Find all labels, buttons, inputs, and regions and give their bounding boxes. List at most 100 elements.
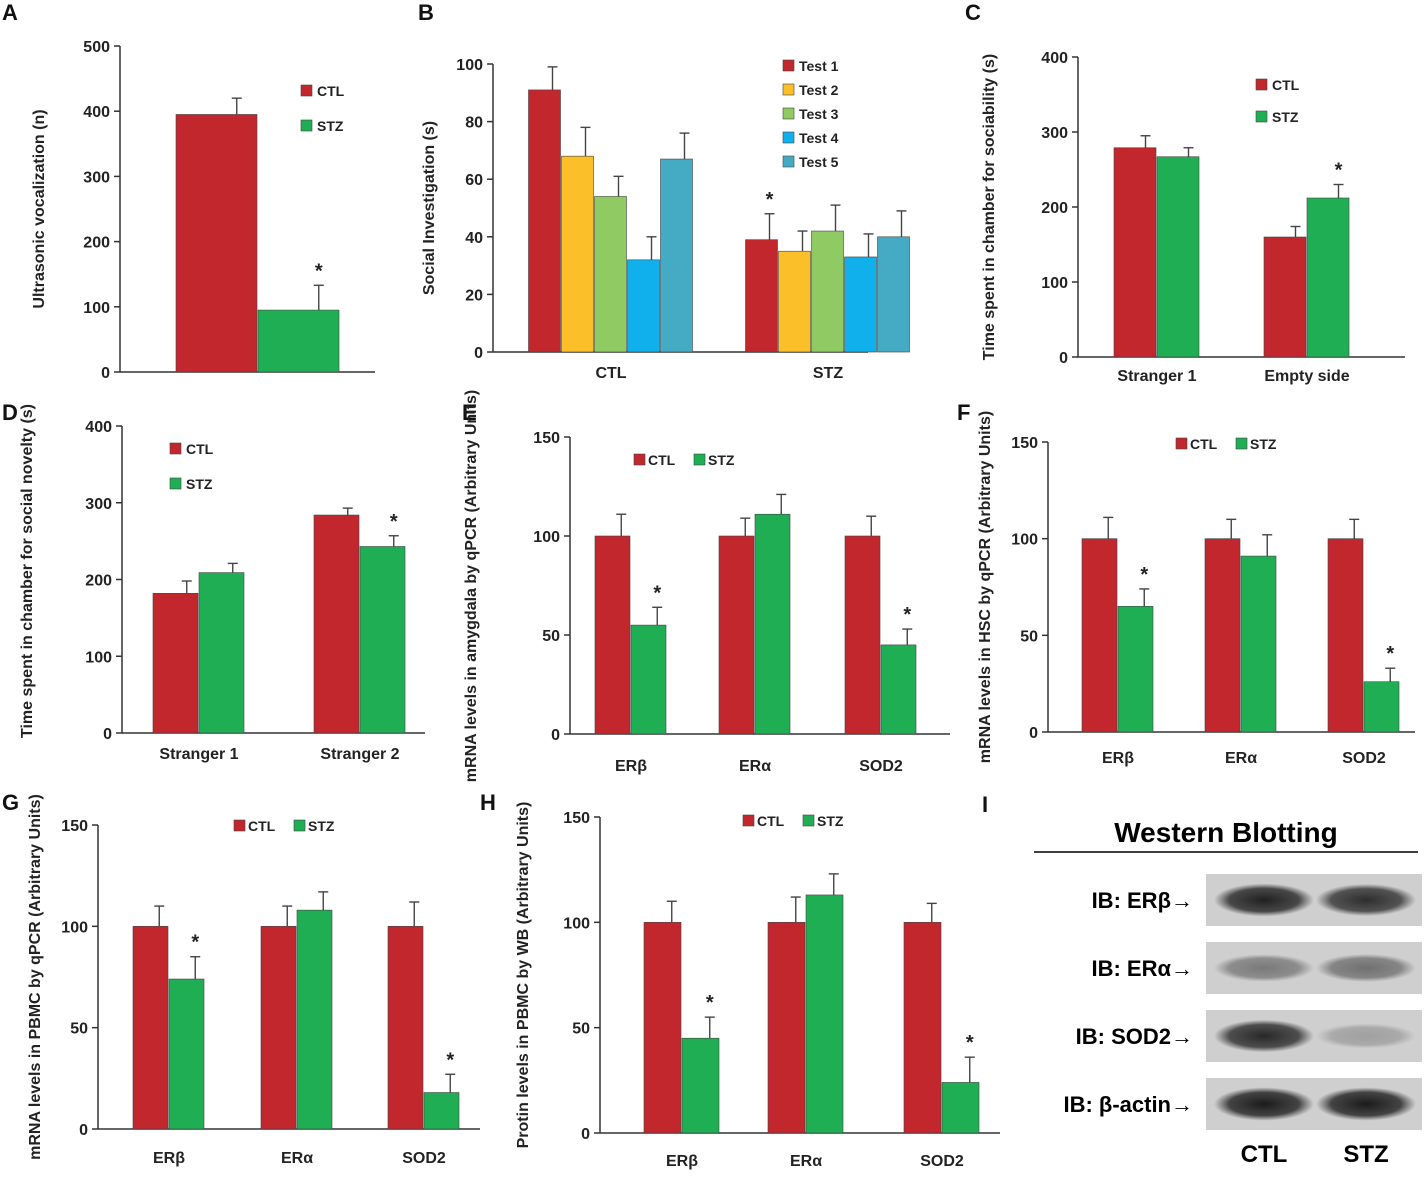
x-category-label: Stranger 1 <box>1117 368 1196 385</box>
bar-stz <box>1156 156 1200 358</box>
bar-stz <box>1240 555 1277 733</box>
legend-swatch <box>300 84 313 97</box>
chart-panel-B: B 0 20 40 60 80 100 Social Investigation (s) CTL… <box>418 0 910 382</box>
bar-ctl <box>260 926 297 1130</box>
y-tick-label: 150 <box>1011 435 1038 452</box>
y-tick-label: 100 <box>1041 275 1068 292</box>
bar-ctl <box>903 922 942 1134</box>
bar-stz <box>681 1037 720 1134</box>
x-category-label: Stranger 1 <box>159 746 238 763</box>
x-category-label: Stranger 2 <box>320 746 399 763</box>
panel-letter: C <box>965 0 981 25</box>
panel-letter: E <box>462 400 477 425</box>
panel-letter: G <box>2 790 19 815</box>
legend-swatch <box>1235 437 1248 450</box>
bar-test-1 <box>745 239 778 353</box>
legend-swatch <box>300 119 313 132</box>
y-tick-label: 200 <box>1041 200 1068 217</box>
legend-label: Test 4 <box>799 130 839 146</box>
x-category-label: CTL <box>595 365 626 382</box>
blot-lane-label: CTL <box>1241 1141 1288 1168</box>
legend-label: CTL <box>1272 77 1300 93</box>
y-tick-label: 100 <box>1011 532 1038 549</box>
y-axis-title: Time spent in chamber for sociability (s… <box>981 54 998 360</box>
y-axis-title: mRNA levels in amygdala by qPCR (Arbitra… <box>463 390 480 782</box>
y-tick-label: 300 <box>83 169 110 186</box>
y-axis-title: Time spent in chamber for social novelty… <box>19 404 36 738</box>
y-tick-label: 100 <box>456 57 483 74</box>
y-tick-label: 200 <box>85 573 112 590</box>
bar-ctl <box>152 593 199 734</box>
y-tick-label: 0 <box>551 727 560 744</box>
y-tick-label: 500 <box>83 39 110 56</box>
legend-label: Test 3 <box>799 106 839 122</box>
significance-star: * <box>446 1049 454 1071</box>
y-tick-label: 150 <box>563 810 590 827</box>
legend-label: STZ <box>708 452 735 468</box>
y-tick-label: 150 <box>61 818 88 835</box>
significance-star: * <box>315 260 323 282</box>
bar-test-4 <box>844 256 877 353</box>
legend-label: STZ <box>317 118 344 134</box>
bar-ctl <box>767 922 806 1134</box>
chart-panel-D: D 0 100 200 300 400 Time spent in chamber for … <box>2 400 425 763</box>
y-tick-label: 0 <box>581 1126 590 1143</box>
legend-swatch <box>802 814 815 827</box>
x-category-label: ERβ <box>153 1150 185 1167</box>
bar-test-3 <box>811 230 844 353</box>
bar-ctl <box>844 535 881 735</box>
y-tick-label: 50 <box>572 1021 590 1038</box>
x-category-label: SOD2 <box>402 1150 446 1167</box>
bar-ctl <box>1263 236 1307 358</box>
blot-band <box>1214 883 1314 917</box>
x-category-label: ERα <box>739 758 771 775</box>
y-tick-label: 50 <box>70 1021 88 1038</box>
bar-stz <box>754 513 791 735</box>
y-tick-label: 20 <box>465 287 483 304</box>
bar-ctl <box>594 535 631 735</box>
y-tick-label: 0 <box>1059 350 1068 367</box>
legend-label: CTL <box>186 441 214 457</box>
y-tick-label: 100 <box>563 915 590 932</box>
legend: CTL STZ <box>742 813 844 829</box>
legend-label: Test 1 <box>799 58 839 74</box>
legend-swatch <box>1255 78 1268 91</box>
legend-label: STZ <box>1250 436 1277 452</box>
significance-star: * <box>903 604 911 626</box>
y-axis-title: Protin levels in PBMC by WB (Arbitrary U… <box>515 802 532 1149</box>
significance-star: * <box>1335 160 1343 182</box>
chart-panel-C: C 0 100 200 300 400 Time spent in chamber for … <box>965 0 1405 385</box>
chart-panel-A: A 0 100 200 300 400 500 Ultrasonic vocalization… <box>2 0 375 382</box>
panel-letter: A <box>2 0 18 25</box>
legend: Test 1 Test 2 Test 3 Test 4 Test 5 <box>782 58 839 170</box>
chart-panel-E: E 0 50 100 150 mRNA levels in amygdala by qPC… <box>462 390 950 782</box>
x-category-label: ERβ <box>615 758 647 775</box>
panel-letter: H <box>480 790 496 815</box>
significance-star: * <box>1140 564 1148 586</box>
x-category-label: SOD2 <box>920 1153 964 1170</box>
blot-band <box>1316 1023 1416 1049</box>
y-tick-label: 300 <box>1041 125 1068 142</box>
blot-row-label: IB: ERα→ <box>1091 956 1193 981</box>
y-tick-label: 0 <box>1029 725 1038 742</box>
bar-ctl <box>313 514 360 734</box>
bar-stz <box>423 1092 460 1130</box>
bar-stz <box>941 1082 980 1134</box>
legend: CTL STZ <box>633 452 735 468</box>
blot-band <box>1214 1019 1314 1053</box>
x-category-label: SOD2 <box>859 758 903 775</box>
chart-panel-F: F 0 50 100 150 mRNA levels in HSC by qPCR (Ar… <box>957 400 1415 767</box>
panel-letter: I <box>982 792 988 817</box>
bar-test-5 <box>660 158 693 353</box>
y-tick-label: 100 <box>85 649 112 666</box>
chart-panel-G: G 0 50 100 150 mRNA levels in PBMC by qPCR (A… <box>2 790 480 1167</box>
bar-stz <box>168 978 205 1130</box>
x-category-label: SOD2 <box>1342 750 1386 767</box>
y-tick-label: 50 <box>1020 628 1038 645</box>
legend-swatch <box>233 819 246 832</box>
x-category-label: ERα <box>790 1153 822 1170</box>
bar-stz <box>359 546 406 734</box>
bar-stz <box>1117 606 1154 733</box>
y-tick-label: 100 <box>533 529 560 546</box>
